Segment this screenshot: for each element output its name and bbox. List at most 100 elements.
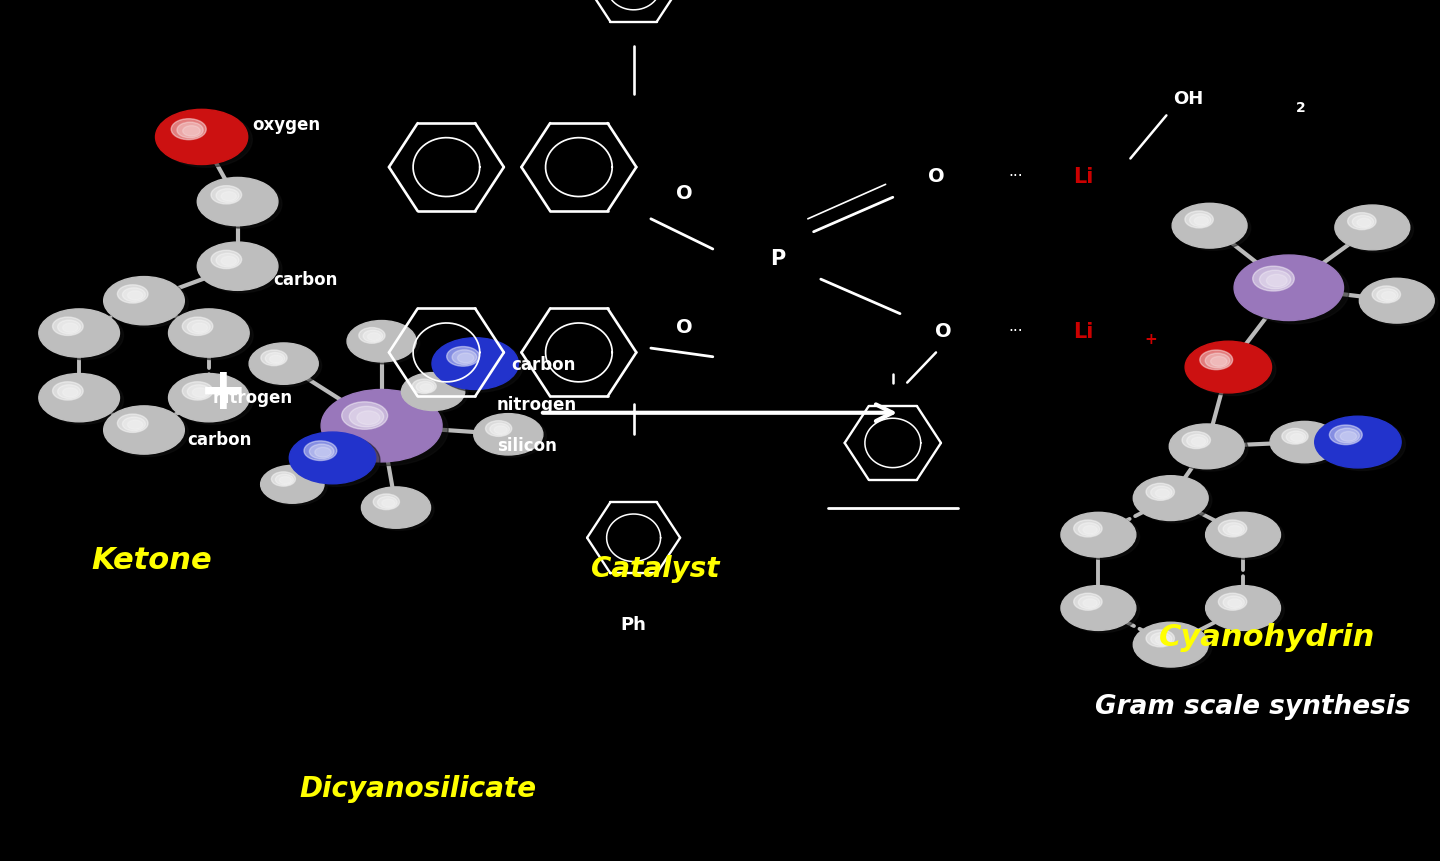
- Circle shape: [1218, 593, 1247, 610]
- Circle shape: [104, 277, 184, 325]
- Circle shape: [1083, 599, 1097, 608]
- Circle shape: [1228, 599, 1241, 608]
- Text: Ketone: Ketone: [91, 545, 212, 574]
- Circle shape: [350, 323, 419, 364]
- Text: carbon: carbon: [187, 430, 252, 448]
- Circle shape: [1339, 208, 1414, 253]
- Circle shape: [252, 345, 321, 387]
- Circle shape: [357, 412, 380, 425]
- Circle shape: [1282, 429, 1308, 444]
- Circle shape: [359, 328, 384, 344]
- Circle shape: [474, 414, 543, 455]
- Text: nitrogen: nitrogen: [213, 389, 294, 406]
- Circle shape: [1210, 515, 1284, 560]
- Circle shape: [1290, 434, 1303, 442]
- Circle shape: [1205, 354, 1230, 369]
- Circle shape: [1253, 267, 1295, 292]
- Circle shape: [173, 312, 253, 360]
- Circle shape: [1240, 259, 1349, 325]
- Circle shape: [264, 468, 327, 505]
- Circle shape: [432, 338, 518, 390]
- Circle shape: [1352, 216, 1374, 229]
- Circle shape: [367, 333, 380, 341]
- Text: Catalyst: Catalyst: [590, 554, 720, 582]
- Circle shape: [58, 386, 81, 399]
- Circle shape: [52, 318, 84, 336]
- Circle shape: [168, 310, 249, 358]
- Circle shape: [412, 380, 436, 394]
- Circle shape: [405, 375, 468, 413]
- Circle shape: [1061, 512, 1136, 558]
- Circle shape: [315, 448, 331, 458]
- Text: O: O: [935, 322, 952, 341]
- Circle shape: [1335, 429, 1359, 443]
- Circle shape: [108, 280, 189, 328]
- Circle shape: [183, 127, 200, 137]
- Circle shape: [1266, 275, 1287, 288]
- Circle shape: [1138, 625, 1212, 670]
- Circle shape: [1270, 422, 1339, 463]
- Text: Li: Li: [1073, 321, 1093, 342]
- Circle shape: [183, 318, 213, 336]
- Circle shape: [1341, 432, 1356, 442]
- Circle shape: [304, 442, 337, 461]
- Circle shape: [118, 286, 148, 304]
- Circle shape: [1211, 357, 1227, 367]
- Circle shape: [1155, 635, 1169, 644]
- Circle shape: [279, 477, 291, 484]
- Text: O: O: [675, 318, 693, 337]
- Circle shape: [122, 418, 145, 431]
- Circle shape: [193, 388, 207, 398]
- Circle shape: [197, 243, 278, 291]
- Circle shape: [289, 432, 376, 484]
- Circle shape: [327, 393, 448, 466]
- Text: P: P: [770, 248, 785, 269]
- Circle shape: [269, 356, 282, 363]
- Circle shape: [173, 376, 253, 424]
- Text: Cyanohydrin: Cyanohydrin: [1159, 623, 1375, 652]
- Circle shape: [1273, 424, 1342, 465]
- Circle shape: [222, 257, 236, 266]
- Circle shape: [271, 472, 295, 486]
- Circle shape: [377, 497, 397, 509]
- Circle shape: [1189, 214, 1211, 227]
- Text: +: +: [1145, 331, 1158, 346]
- Circle shape: [1223, 523, 1244, 536]
- Circle shape: [1286, 431, 1306, 443]
- Circle shape: [1200, 350, 1233, 370]
- Circle shape: [1064, 515, 1139, 560]
- Circle shape: [187, 386, 210, 399]
- Circle shape: [1064, 588, 1139, 633]
- Circle shape: [373, 494, 399, 510]
- Circle shape: [261, 466, 324, 504]
- Circle shape: [1133, 476, 1208, 521]
- Circle shape: [1074, 593, 1102, 610]
- Circle shape: [62, 388, 78, 398]
- Circle shape: [62, 324, 78, 333]
- Circle shape: [1151, 486, 1172, 499]
- Circle shape: [402, 373, 465, 411]
- Text: silicon: silicon: [497, 437, 557, 454]
- Circle shape: [490, 424, 510, 436]
- Circle shape: [1364, 282, 1439, 326]
- Circle shape: [197, 178, 278, 226]
- Circle shape: [382, 499, 395, 507]
- Circle shape: [160, 113, 252, 168]
- Circle shape: [216, 189, 239, 203]
- Circle shape: [1228, 526, 1241, 535]
- Circle shape: [202, 245, 282, 294]
- Circle shape: [436, 341, 523, 393]
- Circle shape: [1185, 342, 1272, 393]
- Circle shape: [108, 409, 189, 457]
- Circle shape: [485, 421, 511, 437]
- Circle shape: [363, 331, 383, 343]
- Circle shape: [1348, 214, 1377, 231]
- Text: ···: ···: [1008, 169, 1022, 184]
- Circle shape: [347, 321, 416, 362]
- Circle shape: [275, 474, 294, 486]
- Text: O: O: [675, 184, 693, 203]
- Circle shape: [177, 123, 203, 139]
- Circle shape: [1335, 206, 1410, 251]
- Circle shape: [1172, 204, 1247, 249]
- Circle shape: [43, 376, 124, 424]
